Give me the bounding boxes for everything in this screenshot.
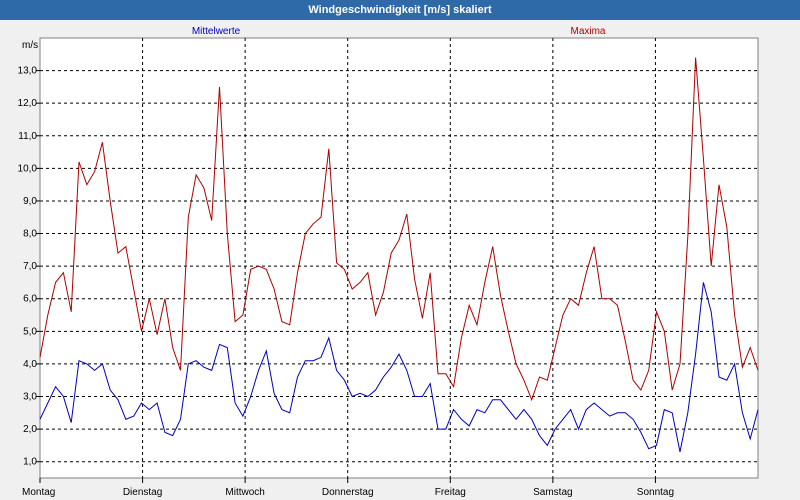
y-tick-label: 1,0 — [23, 457, 37, 468]
y-tick-label: 3,0 — [23, 392, 37, 403]
day-name-label: Donnerstag — [322, 487, 374, 498]
day-name-label: Dienstag — [123, 487, 162, 498]
grid-lines — [40, 38, 758, 478]
y-tick-label: 13,0 — [18, 66, 38, 77]
y-tick-label: 7,0 — [23, 261, 37, 272]
plot-area — [39, 37, 759, 479]
series-lines — [39, 57, 759, 452]
x-axis: Montag24.06.19Dienstag25.06.19Mittwoch26… — [22, 478, 674, 498]
y-tick-label: 5,0 — [23, 326, 37, 337]
y-axis: 1,0 2,0 3,0 4,0 5,0 6,0 7,0 8,0 9,0 10,0 11,0 12,0 1… — [18, 66, 40, 468]
wind-chart: 1,0 2,0 3,0 4,0 5,0 6,0 7,0 8,0 9,0 10,0 11,0 12,0 1… — [0, 20, 800, 500]
day-name-label: Samstag — [533, 487, 572, 498]
y-tick-label: 4,0 — [23, 359, 37, 370]
day-name-label: Freitag — [435, 487, 466, 498]
legend-mittelwerte: Mittelwerte — [192, 26, 241, 37]
y-tick-label: 10,0 — [18, 163, 38, 174]
y-tick-label: 6,0 — [23, 294, 37, 305]
y-tick-label: 8,0 — [23, 229, 37, 240]
day-name-label: Mittwoch — [225, 487, 264, 498]
y-tick-label: 11,0 — [18, 131, 37, 142]
y-tick-label: 2,0 — [23, 424, 37, 435]
series-line-maxima — [39, 57, 759, 402]
series-line-mittelwerte — [39, 282, 759, 452]
day-name-label: Sonntag — [637, 487, 674, 498]
legend-maxima: Maxima — [570, 26, 605, 37]
y-axis-unit: m/s — [22, 40, 38, 51]
day-name-label: Montag — [22, 487, 55, 498]
y-tick-label: 12,0 — [18, 98, 38, 109]
y-tick-label: 9,0 — [23, 196, 37, 207]
window-title: Windgeschwindigkeit [m/s] skaliert — [0, 0, 800, 20]
